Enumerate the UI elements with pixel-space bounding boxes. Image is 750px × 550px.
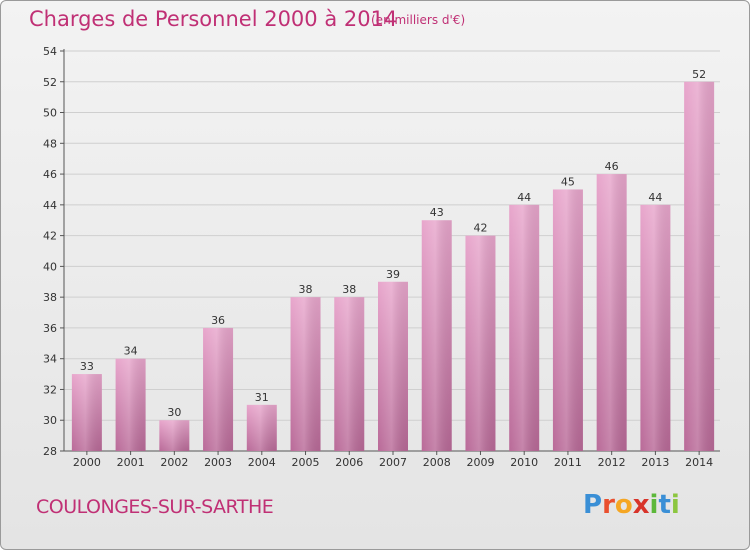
data-label: 45 <box>561 175 575 188</box>
y-tick-label: 40 <box>43 260 57 273</box>
data-label: 42 <box>473 222 487 235</box>
data-label: 38 <box>299 283 313 296</box>
x-tick-label: 2005 <box>292 456 320 469</box>
y-tick-label: 48 <box>43 137 57 150</box>
bar-shine <box>334 297 365 451</box>
bar-shine <box>246 404 277 451</box>
x-tick-label: 2009 <box>466 456 494 469</box>
x-tick-label: 2000 <box>73 456 101 469</box>
x-tick-label: 2006 <box>335 456 363 469</box>
bars <box>71 81 715 452</box>
bar-shine <box>71 374 102 451</box>
x-tick-label: 2011 <box>554 456 582 469</box>
data-label: 39 <box>386 268 400 281</box>
logo-letter: i <box>649 490 659 520</box>
y-tick-label: 54 <box>43 45 57 58</box>
data-label: 44 <box>517 191 531 204</box>
data-label: 36 <box>211 314 225 327</box>
logo-letter: i <box>670 490 680 520</box>
data-label: 30 <box>167 406 181 419</box>
data-label: 34 <box>124 345 138 358</box>
bar-shine <box>640 204 671 451</box>
x-tick-label: 2010 <box>510 456 538 469</box>
data-label: 38 <box>342 283 356 296</box>
proxiti-logo: Proxiti <box>583 490 680 520</box>
y-tick-label: 38 <box>43 291 57 304</box>
data-label: 46 <box>605 160 619 173</box>
y-tick-label: 44 <box>43 199 57 212</box>
chart-title: Charges de Personnel 2000 à 2014 <box>29 7 398 31</box>
y-tick-label: 28 <box>43 445 57 458</box>
bar-shine <box>509 204 540 451</box>
bar-shine <box>421 220 452 451</box>
x-tick-label: 2012 <box>598 456 626 469</box>
data-label: 31 <box>255 391 269 404</box>
x-tick-label: 2007 <box>379 456 407 469</box>
data-label: 52 <box>692 68 706 81</box>
bar-shine <box>552 189 583 451</box>
x-tick-label: 2003 <box>204 456 232 469</box>
logo-letter: t <box>658 490 671 520</box>
bar-shine <box>465 235 496 451</box>
x-tick-label: 2008 <box>423 456 451 469</box>
data-label: 44 <box>648 191 662 204</box>
y-tick-label: 42 <box>43 230 57 243</box>
bar-shine <box>684 81 715 452</box>
bar-shine <box>378 281 408 451</box>
bar-shine <box>290 297 321 451</box>
logo-letter: x <box>632 490 650 520</box>
x-tick-label: 2013 <box>641 456 669 469</box>
chart-subtitle: (en milliers d'€) <box>371 13 466 27</box>
axes: 28 30 32 34 36 38 40 42 44 46 48 50 52 54 2000 2001 2002… <box>43 45 720 469</box>
y-tick-label: 36 <box>43 322 57 335</box>
bar-shine <box>115 358 146 451</box>
logo-letter: o <box>614 490 633 520</box>
bar-shine <box>596 174 627 452</box>
bar-shine <box>159 420 190 451</box>
x-tick-label: 2014 <box>685 456 713 469</box>
data-label: 43 <box>430 206 444 219</box>
logo-letter: P <box>583 490 603 520</box>
x-tick-label: 2004 <box>248 456 276 469</box>
y-tick-label: 50 <box>43 107 57 120</box>
data-labels: 33 34 30 36 31 38 38 39 43 42 44 45 46 44 52 <box>80 68 706 419</box>
commune-name: COULONGES-SUR-SARTHE <box>36 496 274 518</box>
y-tick-label: 52 <box>43 76 57 89</box>
data-label: 33 <box>80 360 94 373</box>
y-tick-label: 32 <box>43 383 57 396</box>
x-tick-label: 2001 <box>117 456 145 469</box>
y-tick-label: 34 <box>43 353 57 366</box>
x-tick-label: 2002 <box>160 456 188 469</box>
y-tick-label: 30 <box>43 414 57 427</box>
y-tick-label: 46 <box>43 168 57 181</box>
logo-letter: r <box>602 490 615 520</box>
bar-shine <box>203 327 234 451</box>
